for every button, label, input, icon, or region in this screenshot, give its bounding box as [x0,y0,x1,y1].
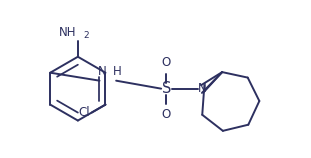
Text: NH: NH [59,26,77,39]
Text: O: O [162,56,171,69]
Text: Cl: Cl [78,106,90,119]
Text: 2: 2 [84,31,89,40]
Text: O: O [162,108,171,121]
Text: N: N [98,65,107,78]
Text: H: H [113,65,121,78]
Text: S: S [162,81,171,96]
Text: N: N [197,82,206,95]
